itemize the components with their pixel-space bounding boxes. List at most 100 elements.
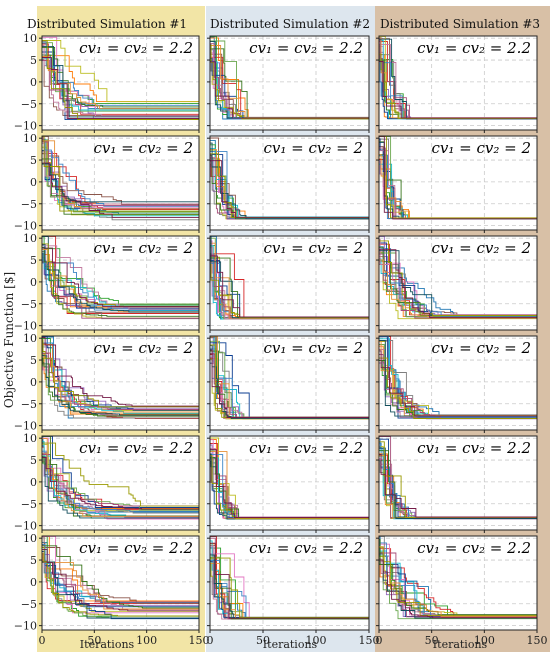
series-line [42, 536, 199, 604]
panel-annotation: cv₁ = cv₂ = 2 [263, 139, 363, 157]
series-line [42, 342, 199, 414]
y-tick-label: 10 [23, 332, 37, 345]
plot-frame [378, 35, 538, 131]
series-line [42, 247, 199, 317]
series-line [42, 457, 199, 510]
series-line [379, 240, 537, 316]
plot-frame [378, 535, 538, 631]
x-tick-label: 100 [306, 634, 327, 647]
panel-r3-c2: cv₁ = cv₂ = 2 [207, 235, 370, 333]
series-line [42, 339, 199, 408]
series-line [210, 160, 369, 218]
y-tick-label: −10 [14, 220, 37, 233]
panel-r6-c3: 0 50 100 150 cv₁ = cv₂ = 2.2 [376, 535, 548, 647]
series-line [379, 454, 537, 518]
series-line [42, 561, 199, 619]
series-line [42, 42, 199, 106]
x-axis-label-1: Iterations [80, 638, 135, 651]
plot-frame [41, 435, 200, 531]
series-line [210, 449, 369, 518]
y-tick-label: 10 [23, 32, 37, 45]
series-line [42, 456, 199, 519]
series-line [42, 56, 199, 110]
panel-annotation: cv₁ = cv₂ = 2.2 [417, 539, 531, 557]
series-line [42, 42, 199, 112]
panel-annotation: cv₁ = cv₂ = 2 [93, 339, 193, 357]
plot-area [42, 536, 199, 630]
column-title-2: Distributed Simulation #2 [210, 17, 370, 31]
panel-r1-c3: cv₁ = cv₂ = 2.2 [376, 35, 538, 133]
series-line [42, 354, 199, 416]
x-tick-label: 0 [376, 634, 383, 647]
panel-annotation: cv₁ = cv₂ = 2 [431, 139, 531, 157]
series-line [379, 53, 537, 119]
x-tick-label: 150 [527, 634, 548, 647]
series-line [42, 251, 199, 320]
series-line [42, 136, 199, 207]
panel-r1-c1: 10 5 0 −5 −10 cv₁ = cv₂ = 2.2 [14, 32, 200, 133]
y-tick-label: 5 [30, 454, 37, 467]
y-tick-label: 0 [30, 476, 37, 489]
panel-annotation: cv₁ = cv₂ = 2.2 [79, 539, 193, 557]
plot-frame [378, 235, 538, 331]
y-tick-label: 0 [30, 376, 37, 389]
x-axis-label-2: Iterations [263, 638, 318, 651]
series-line [210, 255, 369, 318]
series-line [42, 236, 199, 306]
x-tick-label: 0 [207, 634, 214, 647]
series-line [42, 57, 199, 119]
series-line [42, 536, 199, 602]
series-line [379, 61, 537, 119]
series-line [42, 153, 199, 221]
panel-r5-c3: cv₁ = cv₂ = 2.2 [376, 435, 538, 533]
series-line [210, 557, 369, 618]
panel-r4-c1: 10 5 0 −5 −10 cv₁ = cv₂ = 2 [14, 332, 200, 433]
series-line [379, 38, 537, 120]
plot-frame [378, 335, 538, 431]
series-line [210, 542, 369, 619]
y-tick-label: −5 [21, 98, 37, 111]
panel-annotation: cv₁ = cv₂ = 2.2 [79, 39, 193, 57]
series-line [379, 252, 537, 318]
series-line [42, 244, 199, 309]
series-line [42, 352, 199, 415]
y-tick-label: 0 [30, 176, 37, 189]
series-line [379, 246, 537, 317]
y-tick-label: 10 [23, 232, 37, 245]
x-tick-label: 50 [425, 634, 439, 647]
y-tick-label: −10 [14, 120, 37, 133]
series-line [42, 436, 199, 508]
plot-frame [378, 135, 538, 231]
y-tick-label: 5 [30, 354, 37, 367]
y-tick-label: 0 [30, 576, 37, 589]
x-tick-label: 0 [39, 634, 46, 647]
y-tick-label: 10 [23, 132, 37, 145]
x-tick-label: 100 [136, 634, 157, 647]
series-line [379, 447, 537, 519]
series-line [379, 136, 537, 219]
y-tick-label: 5 [30, 54, 37, 67]
series-line [42, 136, 199, 205]
series-line [42, 136, 199, 212]
plot-frame [209, 135, 370, 231]
x-tick-label: 100 [474, 634, 495, 647]
y-tick-label: 5 [30, 254, 37, 267]
x-tick-label: 50 [87, 634, 101, 647]
series-line [42, 346, 199, 419]
plot-frame [41, 135, 200, 231]
y-tick-label: 0 [30, 76, 37, 89]
y-tick-label: 10 [23, 432, 37, 445]
panel-annotation: cv₁ = cv₂ = 2.2 [249, 439, 363, 457]
series-line [42, 140, 199, 210]
series-line [42, 261, 199, 319]
panel-r4-c2: cv₁ = cv₂ = 2 [207, 335, 370, 433]
series-line [42, 40, 199, 120]
y-axis-label: Objective Function [$] [2, 272, 16, 408]
series-line [42, 545, 199, 609]
series-line [42, 139, 199, 207]
y-tick-label: −5 [21, 298, 37, 311]
series-line [42, 548, 199, 612]
series-line [379, 546, 537, 616]
series-line [42, 344, 199, 409]
